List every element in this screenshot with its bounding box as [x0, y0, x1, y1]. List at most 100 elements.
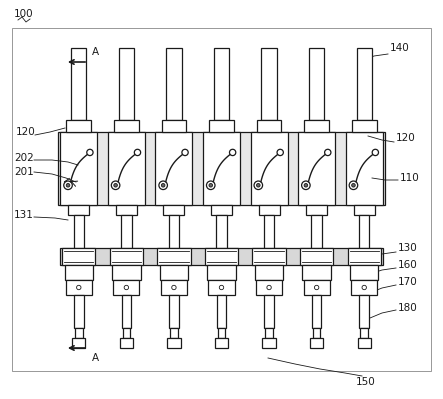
Bar [350, 265, 378, 280]
Bar [157, 248, 190, 265]
Bar [110, 248, 143, 265]
Circle shape [77, 285, 81, 290]
Bar [259, 205, 280, 215]
Bar [167, 338, 181, 348]
Text: 100: 100 [14, 9, 34, 19]
Text: 120: 120 [16, 127, 36, 137]
Bar [256, 280, 282, 295]
Bar [298, 132, 335, 205]
Circle shape [87, 149, 93, 156]
Bar [75, 328, 82, 338]
Bar [121, 215, 132, 248]
Circle shape [111, 181, 120, 190]
Circle shape [114, 184, 117, 187]
Bar [209, 120, 234, 132]
Bar [66, 280, 92, 295]
Bar [361, 328, 368, 338]
Bar [203, 132, 240, 205]
Bar [312, 295, 322, 328]
Circle shape [66, 184, 70, 187]
Bar [306, 205, 327, 215]
Circle shape [302, 181, 310, 190]
Text: 170: 170 [398, 277, 418, 287]
Circle shape [219, 285, 224, 290]
Circle shape [209, 184, 213, 187]
Circle shape [159, 181, 167, 190]
Bar [114, 120, 139, 132]
Bar [255, 265, 284, 280]
Text: 150: 150 [356, 377, 376, 387]
Bar [211, 205, 232, 215]
Bar [253, 248, 286, 265]
Bar [218, 328, 225, 338]
Bar [208, 280, 235, 295]
Bar [309, 48, 324, 120]
Bar [264, 295, 274, 328]
Circle shape [267, 285, 271, 290]
Text: 120: 120 [396, 133, 416, 143]
Bar [112, 265, 140, 280]
Text: 131: 131 [14, 210, 34, 220]
Text: A: A [92, 353, 99, 363]
Circle shape [206, 181, 215, 190]
Bar [74, 295, 84, 328]
Bar [359, 215, 369, 248]
Circle shape [254, 181, 263, 190]
Bar [66, 120, 91, 132]
Bar [58, 132, 385, 205]
Circle shape [172, 285, 176, 290]
Bar [65, 265, 93, 280]
Bar [71, 48, 86, 120]
Bar [300, 248, 333, 265]
Bar [215, 338, 228, 348]
Bar [60, 248, 383, 265]
Text: A: A [92, 47, 99, 57]
Bar [214, 48, 229, 120]
Circle shape [349, 181, 358, 190]
Circle shape [362, 285, 366, 290]
Bar [62, 248, 95, 265]
Circle shape [325, 149, 331, 156]
Text: 140: 140 [390, 43, 410, 53]
Bar [155, 132, 192, 205]
Bar [303, 265, 331, 280]
Bar [264, 215, 274, 248]
Bar [256, 120, 281, 132]
Bar [161, 280, 187, 295]
Bar [169, 215, 179, 248]
Bar [162, 120, 187, 132]
Bar [261, 48, 277, 120]
Bar [74, 215, 84, 248]
Bar [359, 295, 369, 328]
Bar [348, 248, 381, 265]
Bar [12, 28, 431, 371]
Bar [310, 338, 323, 348]
Text: 110: 110 [400, 173, 420, 183]
Bar [311, 215, 322, 248]
Bar [346, 132, 383, 205]
Bar [352, 120, 377, 132]
Bar [313, 328, 320, 338]
Bar [159, 265, 188, 280]
Bar [354, 205, 375, 215]
Bar [116, 205, 137, 215]
Text: 160: 160 [398, 260, 418, 270]
Text: 202: 202 [14, 153, 34, 163]
Bar [60, 132, 97, 205]
Text: 180: 180 [398, 303, 418, 313]
Circle shape [229, 149, 236, 156]
Bar [262, 338, 276, 348]
Circle shape [352, 184, 355, 187]
Circle shape [161, 184, 165, 187]
Bar [120, 338, 133, 348]
Bar [358, 338, 371, 348]
Circle shape [304, 184, 308, 187]
Bar [303, 280, 330, 295]
Bar [113, 280, 140, 295]
Bar [216, 215, 227, 248]
Bar [166, 48, 182, 120]
Bar [205, 248, 238, 265]
Bar [169, 295, 179, 328]
Bar [163, 205, 184, 215]
Bar [304, 120, 329, 132]
